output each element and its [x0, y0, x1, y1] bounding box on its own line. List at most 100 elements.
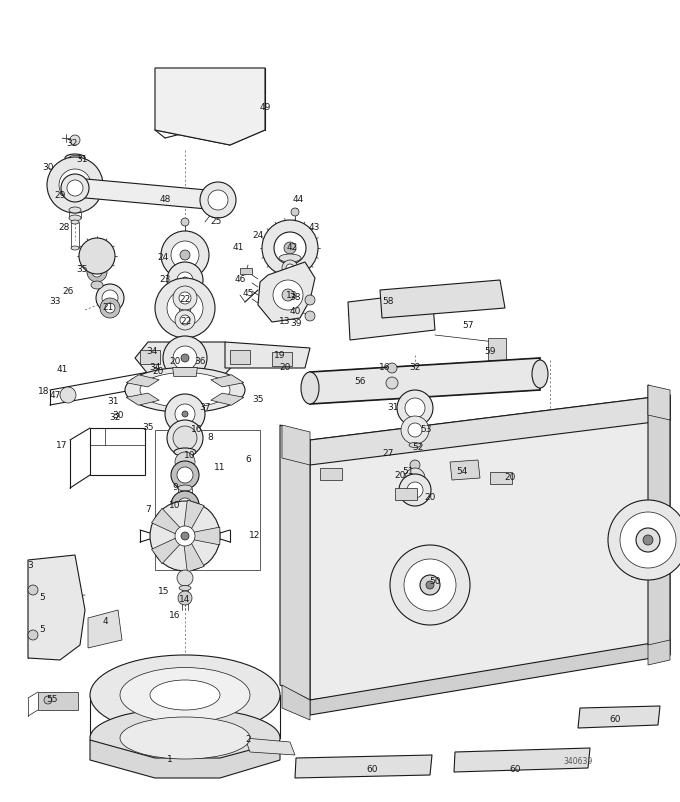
- Text: 15: 15: [158, 588, 170, 597]
- Text: 14: 14: [180, 596, 190, 605]
- Text: 5: 5: [39, 593, 45, 602]
- Circle shape: [636, 528, 660, 552]
- Polygon shape: [225, 342, 310, 368]
- Text: 36: 36: [194, 358, 206, 367]
- Polygon shape: [155, 68, 265, 145]
- Polygon shape: [70, 178, 222, 210]
- Circle shape: [178, 498, 192, 512]
- Circle shape: [59, 169, 91, 201]
- Polygon shape: [258, 262, 315, 322]
- Circle shape: [273, 280, 303, 310]
- Circle shape: [182, 277, 188, 283]
- Circle shape: [167, 290, 203, 326]
- Text: 1: 1: [167, 755, 173, 764]
- Text: 20: 20: [169, 358, 181, 367]
- Text: 17: 17: [56, 441, 68, 451]
- Text: 3: 3: [27, 561, 33, 569]
- Circle shape: [47, 157, 103, 213]
- Circle shape: [305, 295, 315, 305]
- Ellipse shape: [90, 708, 280, 768]
- Polygon shape: [295, 755, 432, 778]
- Polygon shape: [450, 460, 480, 480]
- Circle shape: [386, 377, 398, 389]
- Polygon shape: [648, 385, 670, 420]
- Ellipse shape: [69, 207, 81, 213]
- Polygon shape: [28, 555, 85, 660]
- Polygon shape: [454, 748, 590, 772]
- Ellipse shape: [120, 667, 250, 723]
- Ellipse shape: [409, 443, 421, 448]
- Text: 59: 59: [484, 347, 496, 357]
- Text: 27: 27: [382, 448, 394, 457]
- Circle shape: [387, 363, 397, 373]
- Text: 42: 42: [286, 244, 298, 253]
- Text: 20: 20: [152, 367, 164, 376]
- Text: 31: 31: [76, 156, 88, 164]
- Polygon shape: [184, 500, 204, 529]
- Text: 22: 22: [180, 295, 190, 305]
- Circle shape: [102, 290, 118, 306]
- Text: 41: 41: [56, 366, 68, 375]
- Ellipse shape: [174, 448, 196, 456]
- Polygon shape: [211, 393, 244, 405]
- Polygon shape: [152, 508, 180, 534]
- Text: 52: 52: [412, 444, 424, 452]
- Text: 32: 32: [109, 414, 120, 423]
- Circle shape: [180, 315, 190, 325]
- Circle shape: [390, 545, 470, 625]
- Circle shape: [404, 559, 456, 611]
- Ellipse shape: [177, 425, 193, 431]
- Polygon shape: [282, 685, 310, 720]
- Circle shape: [179, 292, 191, 304]
- Ellipse shape: [180, 450, 190, 454]
- Circle shape: [175, 404, 195, 424]
- Polygon shape: [310, 395, 670, 465]
- Bar: [320, 468, 342, 480]
- Text: 9: 9: [172, 484, 178, 492]
- Text: 16: 16: [169, 610, 181, 619]
- Circle shape: [60, 387, 76, 403]
- Bar: [272, 352, 292, 366]
- Circle shape: [105, 303, 115, 313]
- Bar: [155, 430, 260, 570]
- Text: 12: 12: [250, 532, 260, 541]
- Circle shape: [181, 354, 189, 362]
- Text: 18: 18: [38, 387, 50, 396]
- Bar: [490, 472, 512, 484]
- Text: 31: 31: [107, 398, 119, 407]
- Text: 34: 34: [150, 363, 160, 371]
- Circle shape: [177, 570, 193, 586]
- Polygon shape: [173, 367, 197, 377]
- Polygon shape: [152, 538, 180, 564]
- Bar: [488, 338, 506, 360]
- Text: 16: 16: [191, 426, 203, 435]
- Circle shape: [175, 310, 195, 330]
- Circle shape: [284, 242, 296, 254]
- Text: 58: 58: [382, 298, 394, 306]
- Circle shape: [282, 260, 298, 276]
- Circle shape: [100, 298, 120, 318]
- Text: 13: 13: [286, 290, 298, 299]
- Polygon shape: [578, 706, 660, 728]
- Polygon shape: [88, 610, 122, 648]
- Text: 38: 38: [289, 294, 301, 302]
- Polygon shape: [282, 425, 310, 465]
- Circle shape: [407, 482, 423, 498]
- Text: 20: 20: [424, 493, 436, 503]
- Text: 37: 37: [199, 403, 211, 412]
- Circle shape: [179, 509, 191, 521]
- Text: 35: 35: [252, 395, 264, 404]
- Text: 51: 51: [403, 468, 413, 476]
- Text: 10: 10: [169, 500, 181, 509]
- Polygon shape: [310, 395, 670, 700]
- Text: 2: 2: [245, 735, 251, 744]
- Circle shape: [420, 575, 440, 595]
- Text: 40: 40: [289, 306, 301, 315]
- Circle shape: [200, 182, 236, 218]
- Polygon shape: [126, 375, 159, 387]
- Bar: [140, 350, 160, 364]
- Text: 43: 43: [308, 224, 320, 233]
- Polygon shape: [135, 342, 240, 374]
- Circle shape: [87, 262, 107, 282]
- Polygon shape: [184, 544, 204, 572]
